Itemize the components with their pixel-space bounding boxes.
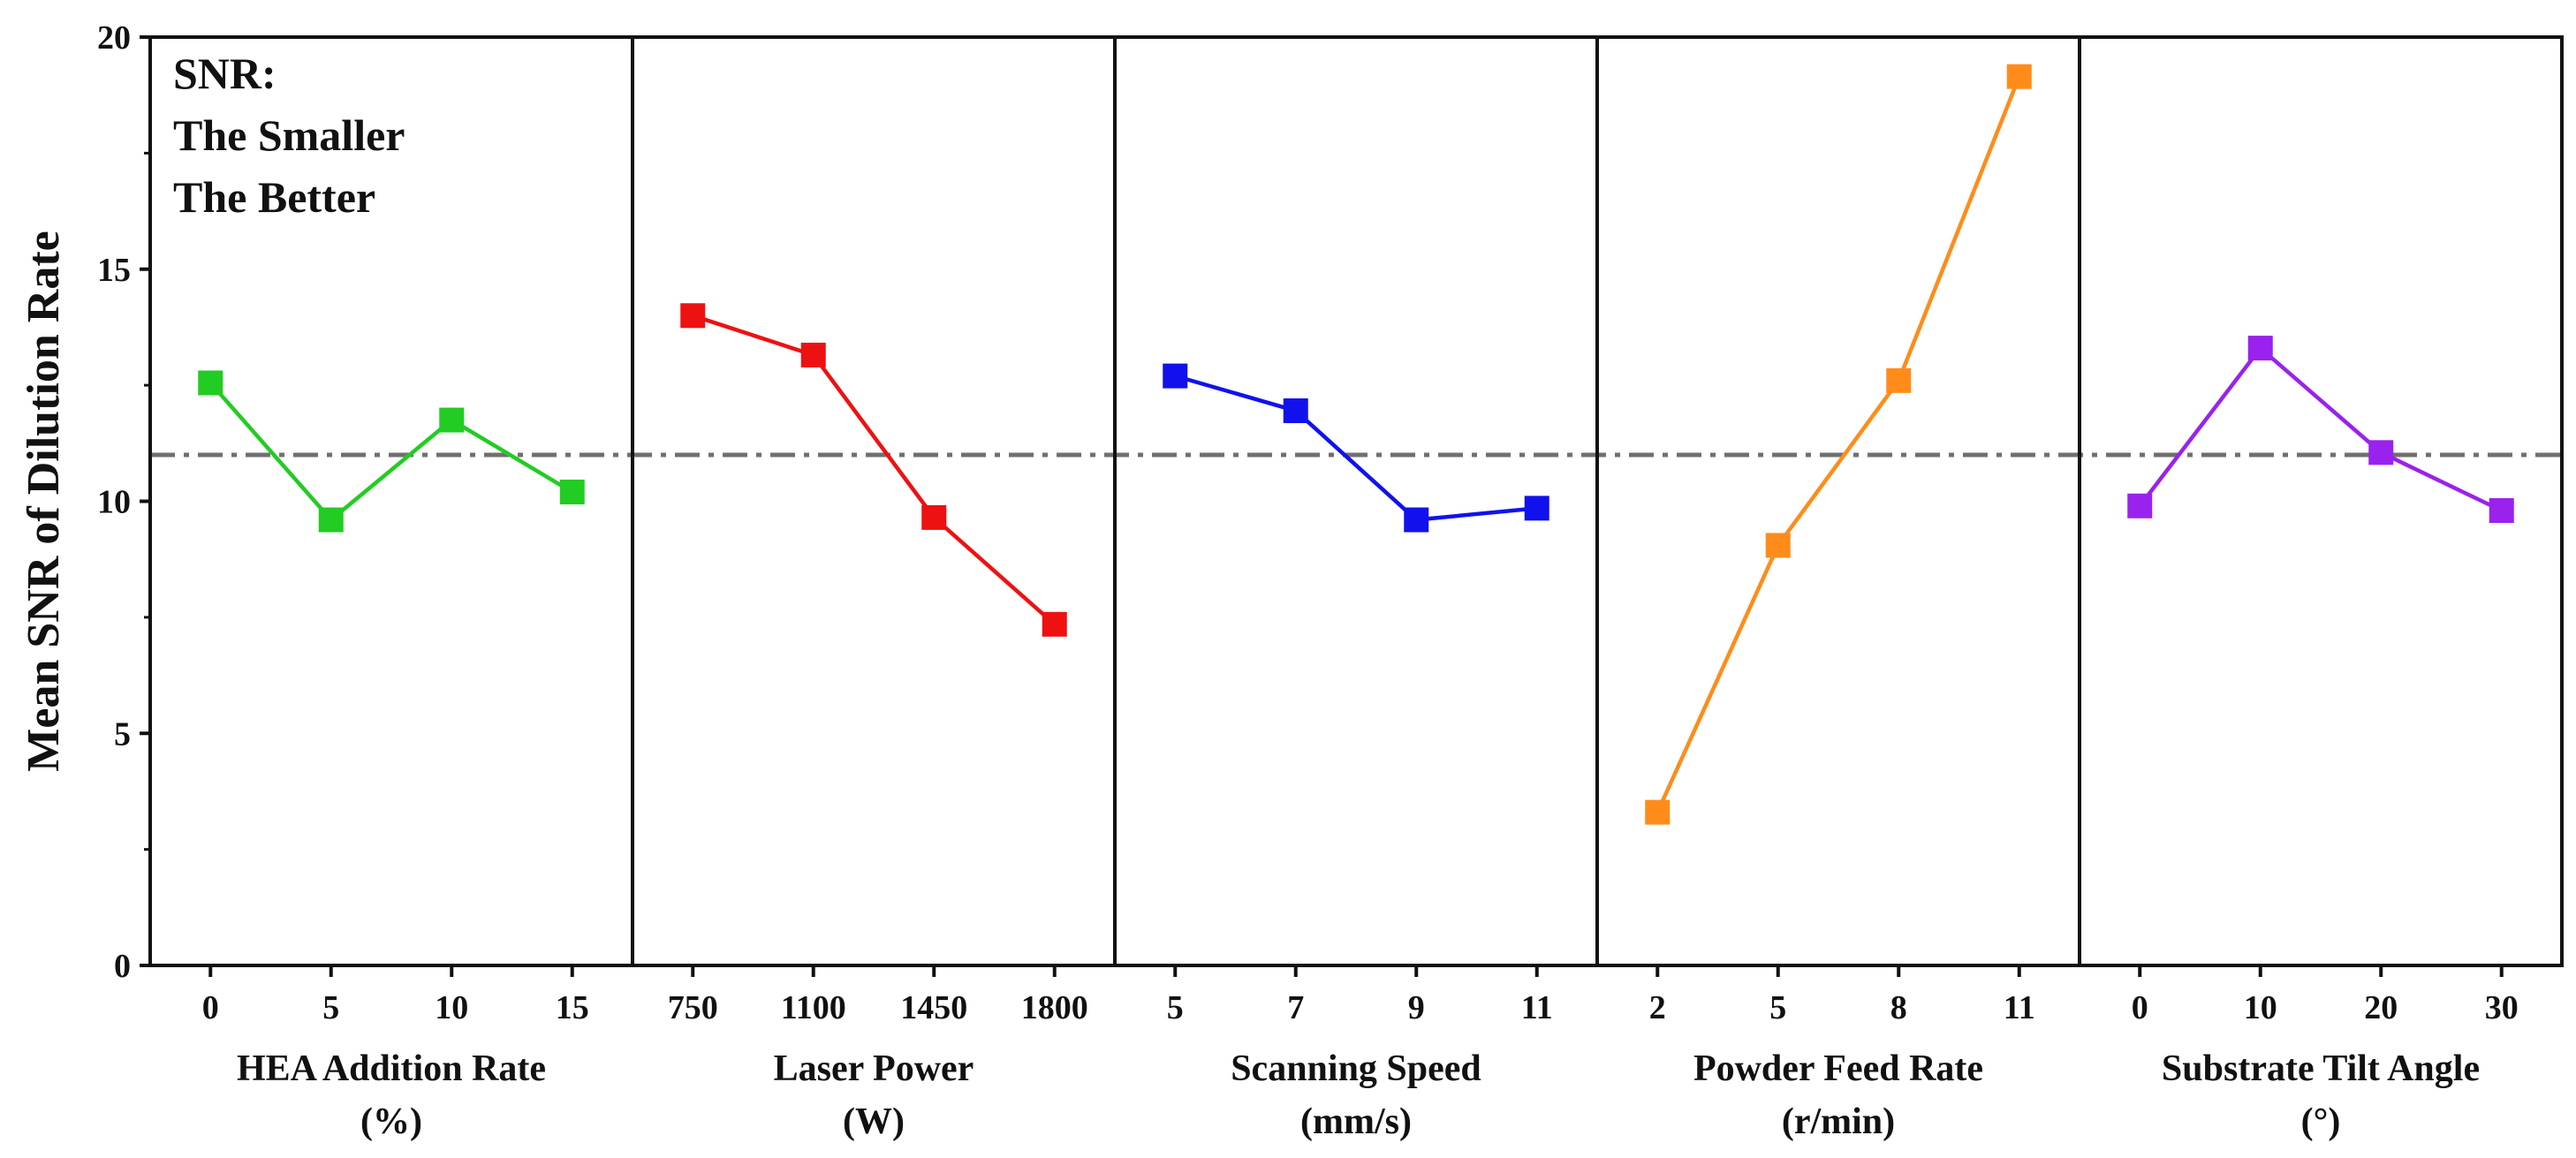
x-tick-label: 2 <box>1649 989 1666 1026</box>
data-point <box>1765 533 1791 558</box>
x-tick-label: 15 <box>556 989 589 1026</box>
data-point <box>2247 336 2273 361</box>
x-tick-label: 1800 <box>1021 989 1088 1026</box>
data-point <box>921 504 947 530</box>
data-point <box>2368 440 2394 465</box>
x-tick-label: 5 <box>1769 989 1786 1026</box>
series-line <box>208 382 573 523</box>
y-tick-label: 10 <box>97 484 131 521</box>
x-tick-label: 8 <box>1890 989 1907 1026</box>
data-point <box>2489 498 2514 524</box>
x-axis-label: Substrate Tilt Angle <box>2162 1048 2480 1089</box>
y-tick-label: 20 <box>97 19 131 57</box>
data-point <box>198 370 224 396</box>
x-axis-unit-label: (%) <box>360 1101 422 1142</box>
x-axis-label: Laser Power <box>774 1048 974 1089</box>
data-point <box>1886 367 1912 393</box>
series-line <box>2138 344 2503 513</box>
x-tick-label: 30 <box>2485 989 2519 1026</box>
series-line <box>1174 374 1537 522</box>
x-tick-label: 11 <box>2004 989 2035 1026</box>
annotation-text: The Better <box>173 172 375 222</box>
annotation-text: SNR: <box>173 49 277 98</box>
x-axis-label: HEA Addition Rate <box>237 1048 546 1089</box>
data-point <box>1404 507 1429 533</box>
x-tick-label: 10 <box>2244 989 2277 1026</box>
series-line <box>692 314 1057 626</box>
x-axis-unit-label: (W) <box>843 1101 905 1142</box>
series-line <box>1655 75 2021 814</box>
annotation-text: The Smaller <box>173 110 405 160</box>
data-point <box>1163 363 1188 389</box>
data-point <box>439 407 465 433</box>
x-tick-label: 1450 <box>900 989 967 1026</box>
data-point <box>1042 611 1067 637</box>
plot-frame <box>148 35 2564 967</box>
data-point <box>1283 398 1308 424</box>
x-tick-label: 5 <box>322 989 339 1026</box>
data-point <box>1524 496 1549 521</box>
x-tick-label: 5 <box>1167 989 1184 1026</box>
data-point <box>680 303 706 329</box>
x-tick-label: 9 <box>1408 989 1425 1026</box>
data-point <box>1645 799 1671 825</box>
data-point <box>2006 64 2032 89</box>
x-axis-unit-label: (mm/s) <box>1300 1101 1412 1142</box>
x-axis-label: Scanning Speed <box>1231 1048 1481 1089</box>
y-tick-label: 0 <box>114 948 131 985</box>
x-tick-label: 7 <box>1287 989 1304 1026</box>
x-tick-label: 1100 <box>781 989 846 1026</box>
data-point <box>559 479 585 504</box>
x-tick-label: 0 <box>2132 989 2148 1026</box>
x-axis-unit-label: (r/min) <box>1782 1101 1895 1142</box>
data-point <box>318 507 344 533</box>
x-tick-label: 20 <box>2364 989 2398 1026</box>
x-tick-label: 0 <box>202 989 219 1026</box>
x-axis-unit-label: (°) <box>2301 1101 2341 1142</box>
y-tick-label: 15 <box>97 252 131 289</box>
y-tick-label: 5 <box>114 715 131 753</box>
x-axis-label: Powder Feed Rate <box>1693 1048 1983 1089</box>
data-point <box>800 342 826 367</box>
data-point <box>2127 493 2153 518</box>
x-tick-label: 10 <box>435 989 468 1026</box>
x-tick-label: 750 <box>668 989 718 1026</box>
y-axis-title: Mean SNR of Dilution Rate <box>19 231 69 771</box>
x-tick-label: 11 <box>1521 989 1553 1026</box>
